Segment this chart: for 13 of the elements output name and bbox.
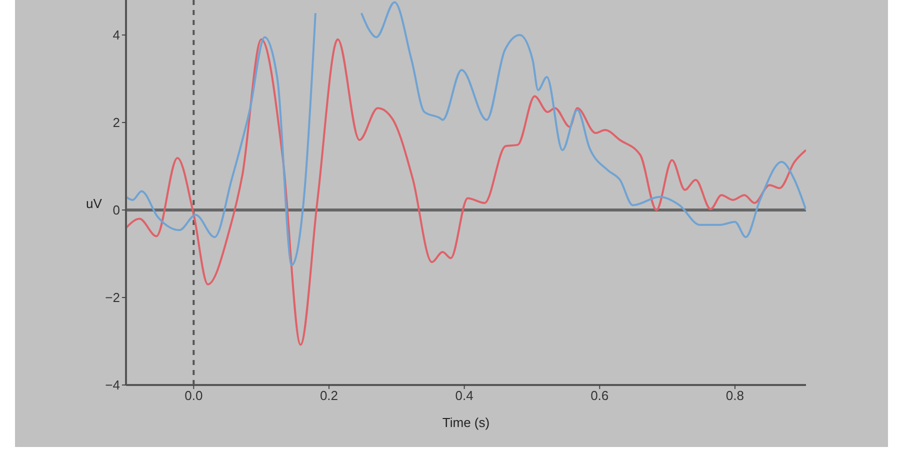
- y-tick-label: 4: [112, 28, 120, 43]
- y-tick-label: −2: [105, 290, 120, 306]
- x-tick-label: 0.8: [726, 388, 744, 404]
- y-tick-label: −4: [105, 378, 120, 393]
- x-axis-title: Time (s): [442, 415, 490, 430]
- x-tick-label: 0.2: [320, 388, 338, 404]
- y-tick-label: 2: [112, 115, 120, 130]
- x-tick-label: 0.0: [184, 388, 203, 404]
- y-axis-title: uV: [86, 196, 102, 211]
- line-series: [126, 38, 806, 346]
- x-tick-label: 0.6: [590, 388, 609, 404]
- x-tick-label: 0.4: [455, 388, 474, 404]
- y-tick-label: 0: [112, 202, 120, 218]
